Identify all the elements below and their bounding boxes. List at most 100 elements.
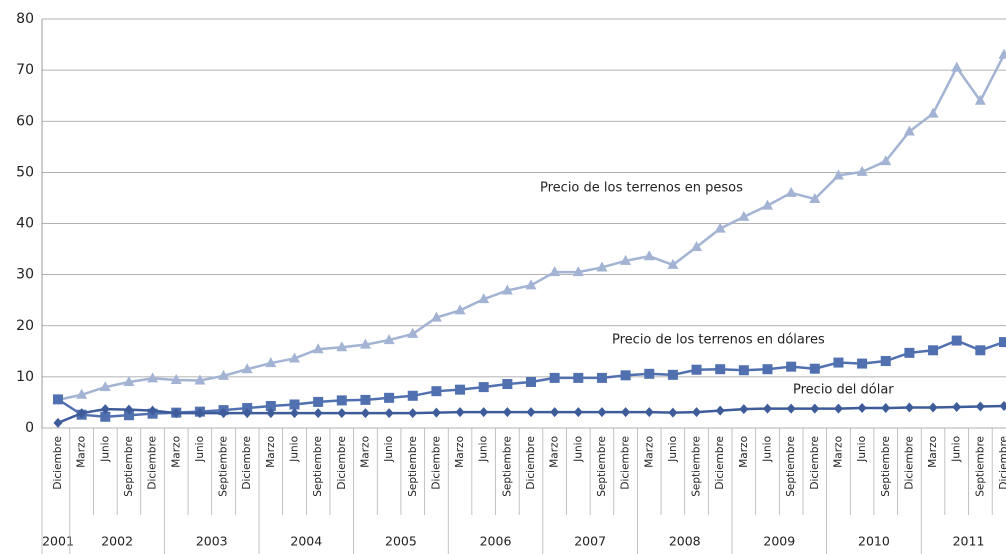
- x-tick-label: Junio: [572, 436, 584, 463]
- marker: [195, 408, 205, 419]
- marker: [313, 408, 323, 419]
- marker: [99, 381, 111, 392]
- marker: [194, 374, 206, 385]
- x-tick-label: Septiembre: [596, 436, 608, 497]
- x-tick-label: Junio: [194, 436, 206, 463]
- marker: [549, 372, 560, 383]
- marker: [620, 254, 632, 265]
- marker: [502, 407, 512, 418]
- x-tick-label: Marzo: [738, 436, 750, 468]
- y-tick-label: 10: [16, 369, 34, 385]
- marker: [809, 192, 821, 203]
- x-tick-label: Junio: [383, 436, 395, 463]
- marker: [715, 364, 726, 375]
- marker: [525, 279, 537, 290]
- marker: [290, 408, 299, 419]
- x-tick-label: Junio: [478, 436, 490, 463]
- marker: [881, 403, 891, 414]
- marker: [573, 407, 583, 418]
- marker: [999, 401, 1006, 412]
- marker: [336, 341, 348, 352]
- series-label: Precio del dólar: [793, 383, 894, 398]
- marker: [336, 395, 347, 406]
- marker: [147, 372, 159, 383]
- marker: [266, 408, 276, 419]
- x-tick-label: Diciembre: [147, 436, 159, 490]
- year-label: 2003: [196, 534, 228, 549]
- marker: [549, 266, 561, 277]
- marker: [502, 379, 513, 390]
- marker: [644, 407, 654, 418]
- marker: [312, 343, 324, 354]
- x-tick-label: Marzo: [359, 436, 371, 468]
- marker: [715, 405, 725, 416]
- year-label: 2009: [763, 534, 795, 549]
- marker: [76, 388, 88, 399]
- marker: [620, 370, 631, 381]
- marker: [313, 396, 324, 407]
- marker: [148, 405, 158, 416]
- marker: [927, 107, 939, 118]
- marker: [479, 407, 489, 418]
- marker: [903, 125, 915, 136]
- x-tick-label: Marzo: [832, 436, 844, 468]
- marker: [643, 250, 655, 261]
- marker: [952, 402, 962, 413]
- marker: [407, 390, 418, 401]
- year-label: 2005: [385, 534, 417, 549]
- marker: [904, 347, 915, 358]
- marker: [714, 222, 726, 233]
- marker: [337, 408, 347, 419]
- x-tick-label: Marzo: [265, 436, 277, 468]
- x-tick-label: Septiembre: [691, 436, 703, 497]
- marker: [501, 284, 513, 295]
- marker: [455, 407, 465, 418]
- x-tick-label: Diciembre: [809, 436, 821, 490]
- marker: [928, 402, 938, 413]
- marker: [407, 327, 419, 338]
- marker: [786, 403, 796, 414]
- x-tick-label: Junio: [667, 436, 679, 463]
- x-tick-label: Junio: [762, 436, 774, 463]
- marker: [478, 382, 489, 393]
- marker: [454, 304, 466, 315]
- x-tick-label: Junio: [289, 436, 301, 463]
- marker: [951, 335, 962, 346]
- marker: [596, 372, 607, 383]
- marker: [998, 48, 1006, 59]
- marker: [928, 345, 939, 356]
- marker: [265, 357, 277, 368]
- series-label: Precio de los terrenos en dólares: [612, 333, 825, 348]
- marker: [550, 407, 560, 418]
- marker: [974, 94, 986, 105]
- marker: [242, 408, 252, 419]
- marker: [384, 392, 395, 403]
- marker: [975, 345, 986, 356]
- x-tick-label: Junio: [856, 436, 868, 463]
- marker: [762, 364, 773, 375]
- series-line: [57, 54, 1006, 402]
- marker: [596, 261, 608, 272]
- x-tick-label: Diciembre: [525, 436, 537, 490]
- marker: [857, 403, 867, 414]
- marker: [100, 404, 110, 415]
- marker: [526, 407, 536, 418]
- marker: [738, 365, 749, 376]
- x-tick-label: Septiembre: [218, 436, 230, 497]
- marker: [668, 407, 678, 418]
- marker: [832, 169, 844, 180]
- marker: [289, 399, 300, 410]
- x-tick-label: Marzo: [643, 436, 655, 468]
- marker: [692, 407, 702, 418]
- marker: [667, 369, 678, 380]
- marker: [691, 364, 702, 375]
- marker: [219, 408, 229, 419]
- year-label: 2008: [669, 534, 701, 549]
- y-tick-label: 70: [16, 62, 34, 78]
- marker: [597, 407, 607, 418]
- marker: [431, 407, 441, 418]
- x-tick-label: Marzo: [170, 436, 182, 468]
- marker: [171, 408, 181, 419]
- y-tick-label: 80: [16, 11, 34, 27]
